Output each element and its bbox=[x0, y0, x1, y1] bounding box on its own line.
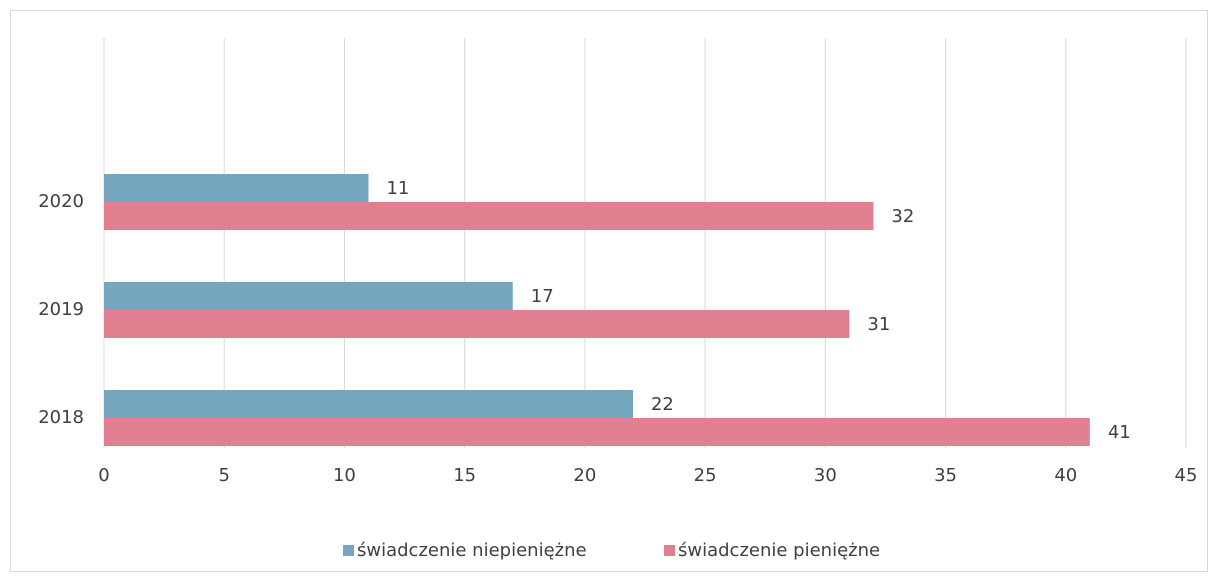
bar bbox=[104, 418, 1090, 446]
x-tick-label: 10 bbox=[333, 465, 356, 486]
x-tick-label: 45 bbox=[1175, 465, 1198, 486]
x-tick-label: 20 bbox=[573, 465, 596, 486]
bar bbox=[104, 282, 513, 310]
bar bbox=[104, 310, 850, 338]
x-tick-label: 15 bbox=[453, 465, 476, 486]
y-tick-label: 2018 bbox=[38, 407, 84, 428]
x-tick-label: 25 bbox=[694, 465, 717, 486]
legend-swatch bbox=[343, 545, 354, 556]
data-label: 31 bbox=[867, 314, 890, 335]
y-tick-label: 2020 bbox=[38, 191, 84, 212]
x-tick-label: 35 bbox=[934, 465, 957, 486]
data-label: 11 bbox=[386, 178, 409, 199]
data-label: 22 bbox=[651, 394, 674, 415]
bar bbox=[104, 202, 874, 230]
x-tick-label: 30 bbox=[814, 465, 837, 486]
bar bbox=[104, 390, 633, 418]
x-tick-label: 0 bbox=[98, 465, 109, 486]
y-tick-label: 2019 bbox=[38, 299, 84, 320]
x-tick-label: 40 bbox=[1054, 465, 1077, 486]
data-label: 32 bbox=[891, 206, 914, 227]
data-label: 17 bbox=[531, 286, 554, 307]
bar bbox=[104, 174, 369, 202]
data-label: 41 bbox=[1108, 422, 1131, 443]
legend-label: świadczenie pieniężne bbox=[678, 540, 880, 561]
legend-label: świadczenie niepieniężne bbox=[357, 540, 587, 561]
x-tick-label: 5 bbox=[218, 465, 229, 486]
legend-swatch bbox=[664, 545, 675, 556]
